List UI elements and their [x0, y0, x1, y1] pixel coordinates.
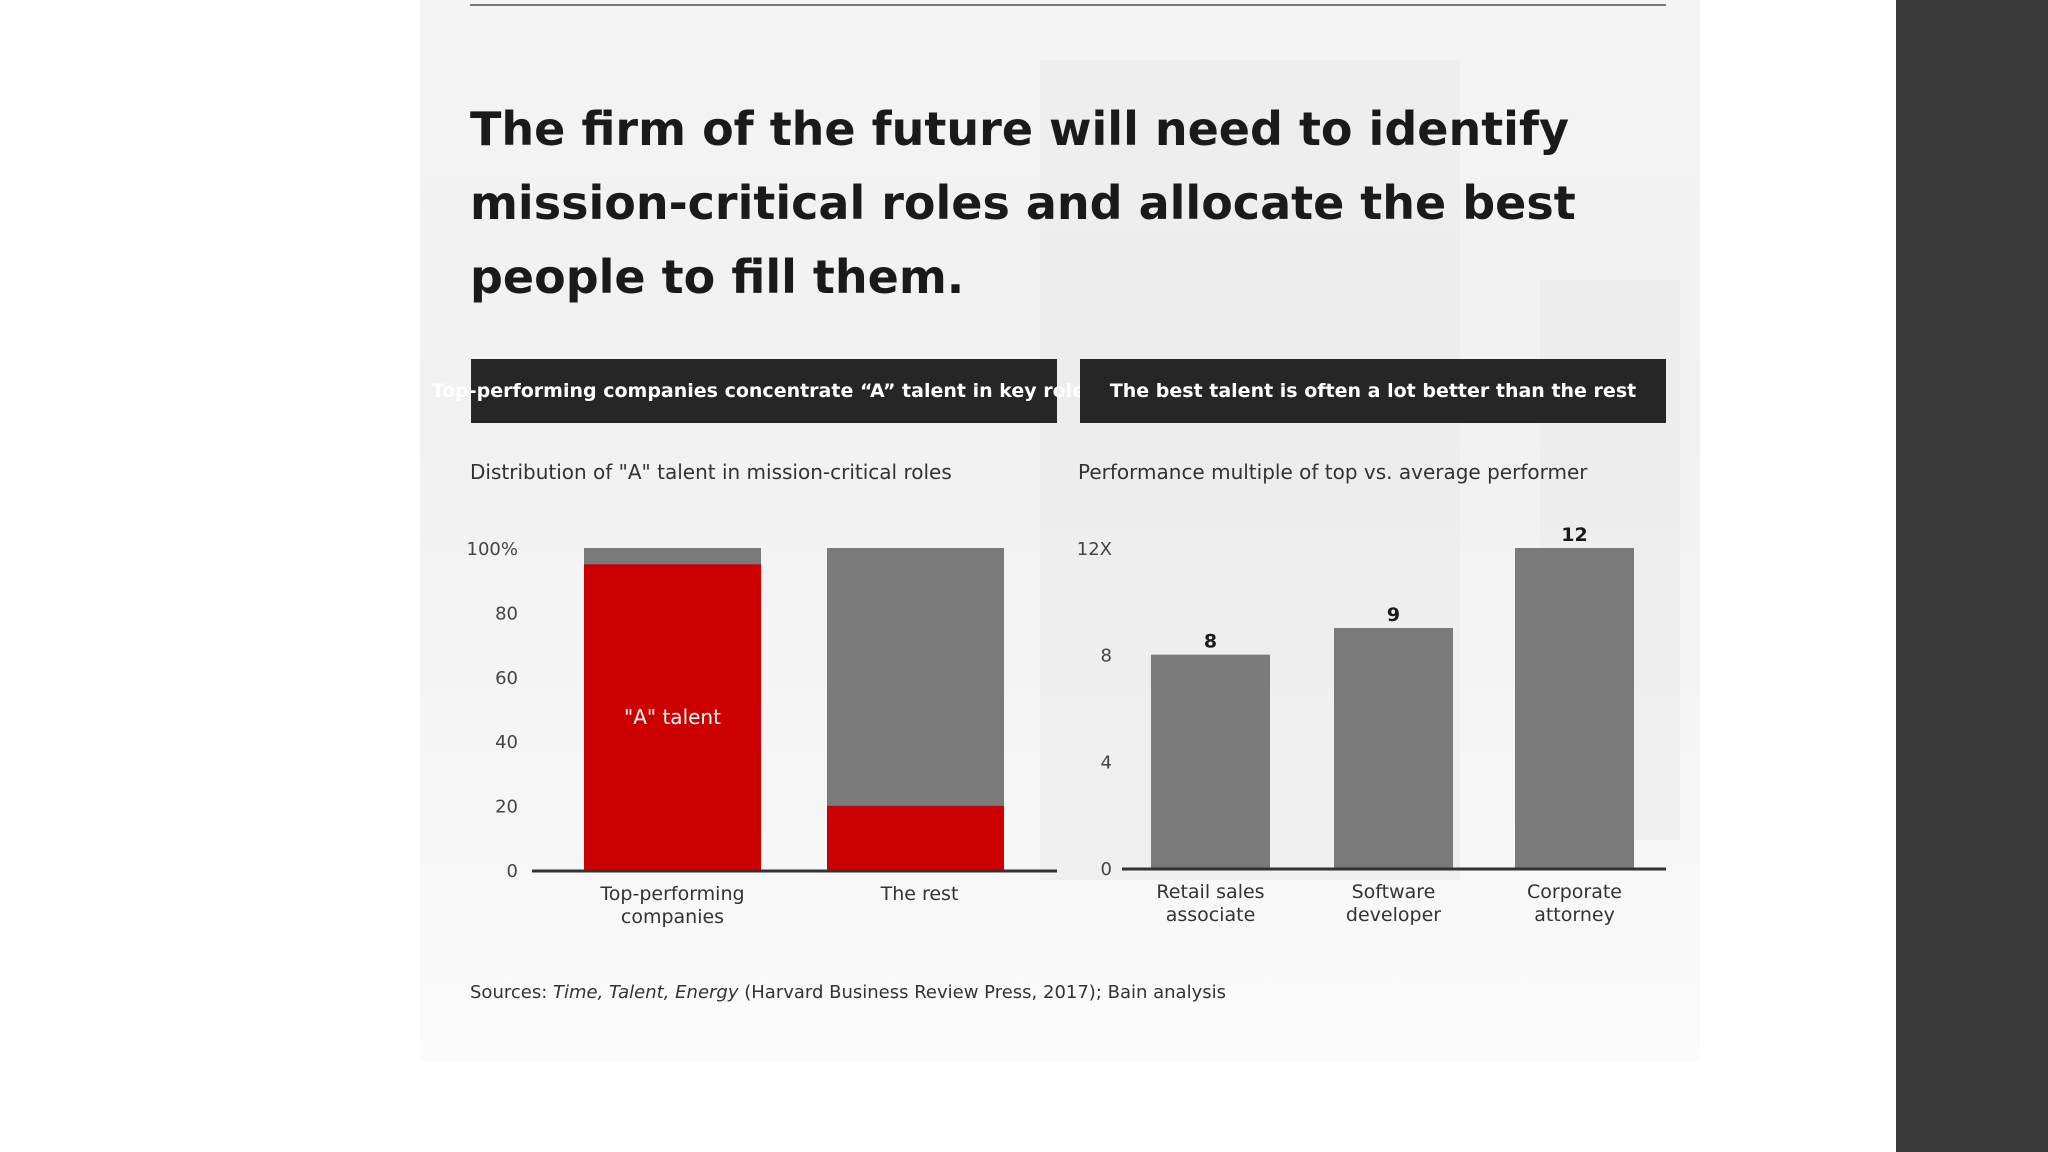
other-talent-bar-segment [584, 548, 761, 565]
a-talent-bar-segment [827, 805, 1004, 870]
y-tick-label: 60 [495, 668, 518, 689]
x-category-label: Corporate [1527, 881, 1622, 903]
bar-value-label: 9 [1387, 604, 1400, 626]
x-category-label: companies [621, 906, 724, 928]
x-category-label: associate [1166, 904, 1256, 926]
performance-bar [1515, 548, 1634, 868]
source-note: Sources: Time, Talent, Energy (Harvard B… [470, 982, 1226, 1003]
x-category-label: developer [1346, 904, 1441, 926]
bar-value-label: 8 [1204, 631, 1217, 653]
right-chart-subtitle: Performance multiple of top vs. average … [1078, 460, 1588, 484]
side-panel [1896, 0, 2048, 1152]
page-title: The firm of the future will need to iden… [470, 102, 1576, 304]
y-tick-label: 80 [495, 603, 518, 624]
y-tick-label: 0 [1101, 859, 1112, 880]
y-tick-label: 12X [1077, 539, 1112, 560]
y-tick-label: 40 [495, 732, 518, 753]
y-tick-label: 100% [467, 539, 518, 560]
y-tick-label: 8 [1101, 646, 1112, 667]
performance-bar [1151, 654, 1270, 868]
left-chart-subtitle: Distribution of "A" talent in mission-cr… [470, 460, 952, 484]
x-category-label: Retail sales [1156, 881, 1264, 903]
performance-bar [1334, 628, 1453, 868]
a-talent-inside-label: "A" talent [624, 705, 721, 729]
left-chart-header: Top-performing companies concentrate “A”… [432, 359, 1096, 423]
bar-value-label: 12 [1561, 524, 1587, 546]
top-divider [470, 4, 1666, 6]
other-talent-bar-segment [827, 548, 1004, 806]
x-category-label: attorney [1534, 904, 1615, 926]
right-chart-header: The best talent is often a lot better th… [1080, 359, 1666, 423]
source-prefix: Sources: [470, 982, 553, 1003]
source-suffix: (Harvard Business Review Press, 2017); B… [738, 982, 1227, 1003]
x-category-label: Software [1352, 881, 1436, 903]
source-book-title: Time, Talent, Energy [553, 982, 739, 1003]
slide-background [420, 0, 1700, 1062]
x-category-label: Top-performing [599, 883, 744, 905]
x-category-label: The rest [880, 883, 959, 905]
y-tick-label: 4 [1101, 752, 1112, 773]
y-tick-label: 0 [507, 861, 518, 882]
y-tick-label: 20 [495, 797, 518, 818]
a-talent-bar-segment [584, 564, 761, 870]
